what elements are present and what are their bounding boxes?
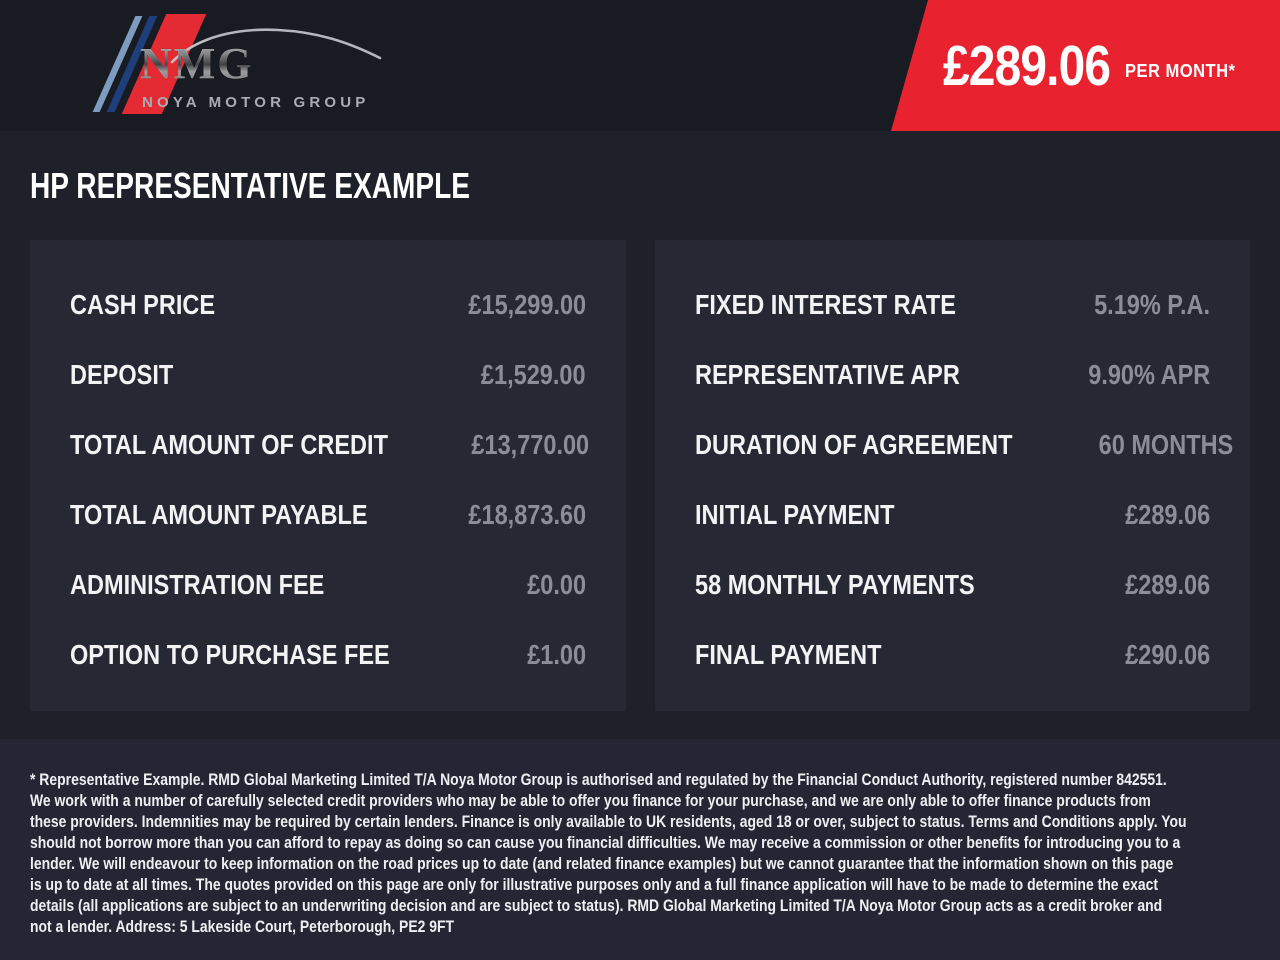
row-label: DURATION OF AGREEMENT bbox=[695, 429, 1013, 460]
row-value: £0.00 bbox=[527, 569, 586, 600]
finance-row: REPRESENTATIVE APR 9.90% APR bbox=[695, 340, 1210, 410]
finance-row: 58 MONTHLY PAYMENTS £289.06 bbox=[695, 550, 1210, 620]
brand-initials: NMG bbox=[140, 39, 254, 88]
row-value: £1,529.00 bbox=[481, 359, 586, 390]
row-label: OPTION TO PURCHASE FEE bbox=[70, 639, 390, 670]
row-label: FIXED INTEREST RATE bbox=[695, 289, 956, 320]
finance-panel-left: CASH PRICE £15,299.00 DEPOSIT £1,529.00 … bbox=[30, 240, 626, 711]
row-value: £15,299.00 bbox=[468, 289, 586, 320]
finance-row: DEPOSIT £1,529.00 bbox=[70, 340, 586, 410]
row-label: 58 MONTHLY PAYMENTS bbox=[695, 569, 975, 600]
per-month-label: PER MONTH* bbox=[1125, 61, 1236, 81]
row-label: FINAL PAYMENT bbox=[695, 639, 882, 670]
row-value: £1.00 bbox=[527, 639, 586, 670]
finance-row: TOTAL AMOUNT OF CREDIT £13,770.00 bbox=[70, 410, 589, 480]
row-value: £289.06 bbox=[1124, 499, 1210, 530]
row-value: 5.19% P.A. bbox=[1094, 289, 1210, 320]
row-value: £289.06 bbox=[1124, 569, 1210, 600]
row-value: 60 MONTHS bbox=[1098, 429, 1234, 460]
row-value: £290.06 bbox=[1124, 639, 1210, 670]
price-box: £289.06 bbox=[943, 33, 1115, 99]
row-label: CASH PRICE bbox=[70, 289, 216, 320]
disclaimer-text: * Representative Example. RMD Global Mar… bbox=[30, 771, 1187, 936]
row-label: INITIAL PAYMENT bbox=[695, 499, 895, 530]
finance-row: TOTAL AMOUNT PAYABLE £18,873.60 bbox=[70, 480, 586, 550]
row-label: ADMINISTRATION FEE bbox=[70, 569, 325, 600]
brand-name: NOYA MOTOR GROUP bbox=[142, 94, 370, 111]
finance-row: CASH PRICE £15,299.00 bbox=[70, 270, 586, 340]
monthly-price-banner: £289.06 PER MONTH* bbox=[891, 0, 1280, 131]
finance-row: INITIAL PAYMENT £289.06 bbox=[695, 480, 1210, 550]
row-label: REPRESENTATIVE APR bbox=[695, 359, 960, 390]
finance-row: FINAL PAYMENT £290.06 bbox=[695, 620, 1210, 690]
footer: * Representative Example. RMD Global Mar… bbox=[0, 739, 1280, 960]
row-label: DEPOSIT bbox=[70, 359, 174, 390]
finance-panel-right: FIXED INTEREST RATE 5.19% P.A. REPRESENT… bbox=[655, 240, 1250, 711]
monthly-price: £289.06 bbox=[943, 33, 1111, 98]
page-title: HP REPRESENTATIVE EXAMPLE bbox=[30, 165, 471, 206]
row-value: £18,873.60 bbox=[468, 499, 586, 530]
finance-row: FIXED INTEREST RATE 5.19% P.A. bbox=[695, 270, 1210, 340]
brand-logo: NMG NOYA MOTOR GROUP bbox=[80, 14, 390, 118]
row-label: TOTAL AMOUNT OF CREDIT bbox=[70, 429, 388, 460]
finance-row: OPTION TO PURCHASE FEE £1.00 bbox=[70, 620, 586, 690]
car-silhouette-icon bbox=[170, 28, 382, 64]
row-label: TOTAL AMOUNT PAYABLE bbox=[70, 499, 368, 530]
finance-row: DURATION OF AGREEMENT 60 MONTHS bbox=[695, 410, 1233, 480]
header: NMG NOYA MOTOR GROUP £289.06 PER MONTH* bbox=[0, 0, 1280, 131]
row-value: 9.90% APR bbox=[1087, 359, 1210, 390]
finance-row: ADMINISTRATION FEE £0.00 bbox=[70, 550, 586, 620]
row-value: £13,770.00 bbox=[470, 429, 589, 460]
